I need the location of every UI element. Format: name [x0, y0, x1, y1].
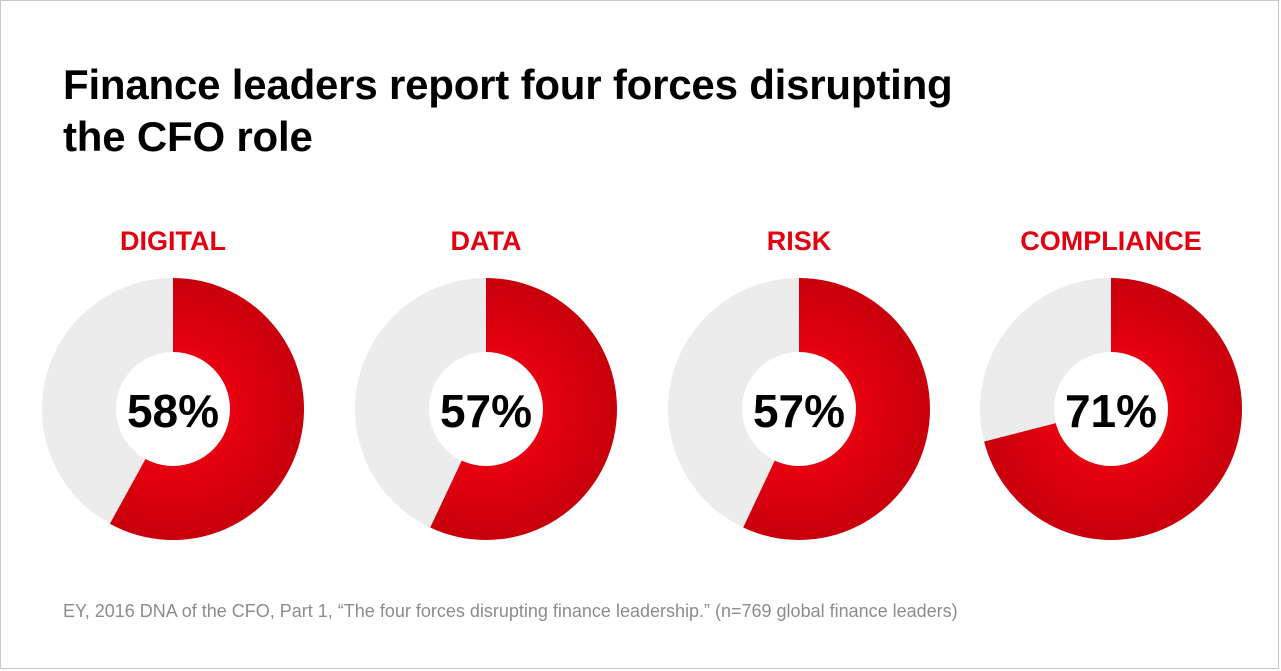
percent-label: 71%: [1064, 385, 1158, 437]
source-note: EY, 2016 DNA of the CFO, Part 1, “The fo…: [63, 601, 958, 621]
chart-label: RISK: [766, 226, 832, 256]
page-title: Finance leaders report four forces disru…: [63, 59, 1163, 163]
chart-label: DIGITAL: [120, 226, 226, 256]
chart-label: DATA: [450, 226, 522, 256]
donut-svg: [42, 278, 305, 540]
donut-svg: [980, 278, 1242, 540]
title-line-1: Finance leaders report four forces disru…: [63, 61, 953, 108]
donut-svg: [355, 278, 617, 540]
donut-chart-risk: RISK 57%: [664, 223, 934, 543]
donut-svg: [668, 278, 930, 540]
donut-chart-digital: DIGITAL 58%: [38, 223, 308, 543]
percent-label: 58%: [126, 385, 220, 437]
percent-label: 57%: [439, 385, 533, 437]
donut-chart-data: DATA 57%: [351, 223, 621, 543]
percent-label: 57%: [752, 385, 846, 437]
chart-label: COMPLIANCE: [1020, 226, 1202, 256]
donut-chart-compliance: COMPLIANCE 71%: [976, 223, 1246, 543]
donut-hole: [742, 352, 856, 466]
title-line-2: the CFO role: [63, 113, 313, 160]
donut-hole: [1054, 352, 1168, 466]
donut-hole: [116, 352, 230, 466]
donut-hole: [429, 352, 543, 466]
